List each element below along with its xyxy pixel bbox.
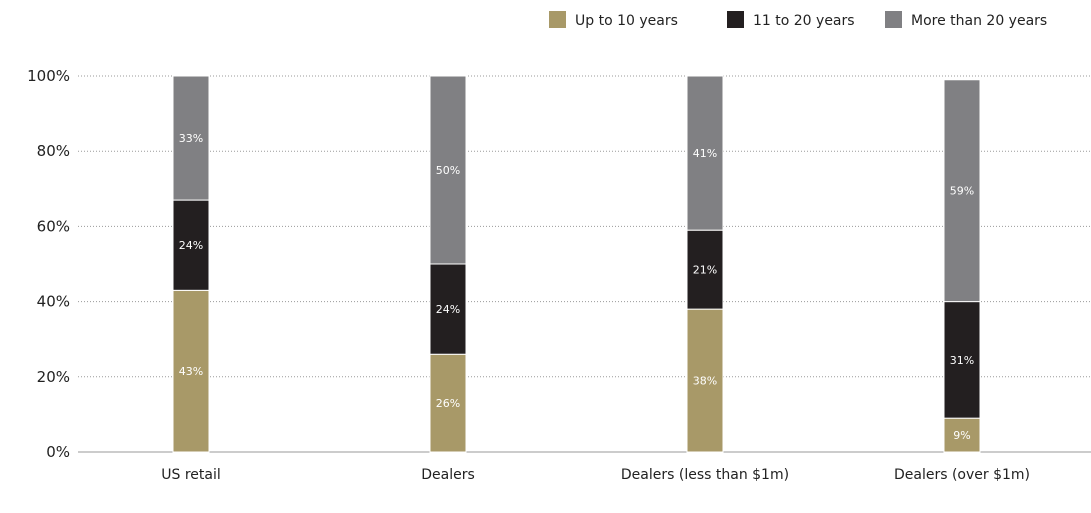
y-tick-label: 60% [37, 217, 70, 235]
bar-segment [172, 289, 210, 453]
bar-segment [429, 75, 467, 265]
bar-segment [172, 75, 210, 201]
y-tick-label: 0% [46, 443, 70, 461]
x-axis-category-labels: US retail Dealers Dealers (less than $1m) D… [161, 467, 1030, 483]
y-tick-label: 100% [27, 67, 70, 85]
data-label: 26% [436, 397, 460, 410]
x-category-label: Dealers [421, 467, 475, 483]
data-label: 21% [693, 264, 717, 277]
data-label: 59% [950, 185, 974, 198]
legend: Up to 10 years 11 to 20 years More than 20… [549, 11, 1047, 29]
legend-swatch [549, 11, 566, 28]
legend-label: 11 to 20 years [753, 13, 855, 29]
legend-label: More than 20 years [911, 13, 1047, 29]
bar-segment [943, 301, 981, 419]
gridlines [78, 75, 1091, 453]
bar-segment [429, 263, 467, 355]
y-axis-tick-labels: 0% 20% 40% 60% 80% 100% [27, 67, 70, 461]
data-label: 33% [179, 132, 203, 145]
y-tick-label: 80% [37, 142, 70, 160]
x-category-label: Dealers (over $1m) [894, 467, 1030, 483]
bar-segment [686, 229, 724, 310]
bar-segment [172, 199, 210, 291]
bar-segment [429, 353, 467, 453]
data-label: 38% [693, 375, 717, 388]
data-label: 31% [950, 354, 974, 367]
legend-swatch [885, 11, 902, 28]
bar-segment [686, 308, 724, 453]
data-label: 41% [693, 147, 717, 160]
bars [172, 75, 981, 453]
data-label: 43% [179, 365, 203, 378]
x-category-label: Dealers (less than $1m) [621, 467, 789, 483]
data-label: 24% [436, 303, 460, 316]
x-category-label: US retail [161, 467, 221, 483]
bar-segment [943, 417, 981, 453]
data-label: 24% [179, 239, 203, 252]
bar-segment [686, 75, 724, 231]
data-label: 9% [953, 429, 970, 442]
y-tick-label: 20% [37, 368, 70, 386]
y-tick-label: 40% [37, 293, 70, 311]
data-label: 50% [436, 164, 460, 177]
data-labels: 43% 24% 33% 26% 24% 50% 38% 21% 41% 9% 31% 59% [179, 132, 974, 442]
legend-swatch [727, 11, 744, 28]
legend-label: Up to 10 years [575, 13, 678, 29]
bar-segment [943, 79, 981, 303]
